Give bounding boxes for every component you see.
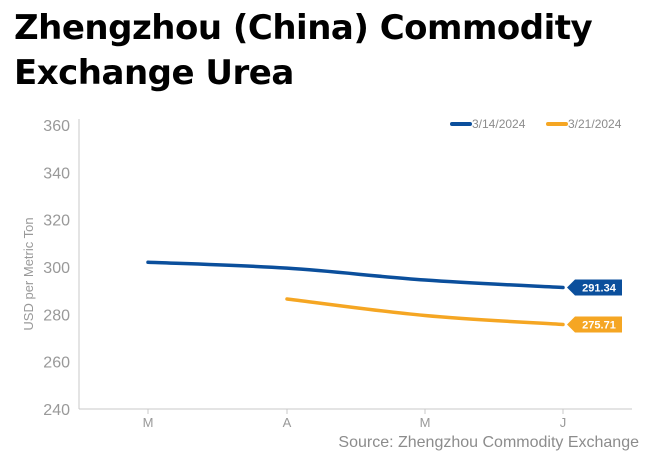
x-tick-label: J	[560, 415, 567, 430]
end-label-value: 291.34	[582, 282, 617, 294]
end-labels: 291.34 275.71	[567, 279, 622, 333]
y-tick-label: 260	[43, 355, 70, 372]
chart-title: Zhengzhou (China) Commodity Exchange Ure…	[14, 6, 654, 96]
end-label-tag	[567, 316, 622, 333]
end-label-tag	[567, 279, 622, 296]
y-axis-label: USD per Metric Ton	[21, 217, 36, 330]
x-tick-label: M	[420, 415, 431, 430]
chart-title-line-2: Exchange Urea	[14, 53, 294, 93]
y-axis: 240 260 280 300 320 340 360	[43, 118, 80, 419]
x-tick-label: M	[143, 415, 154, 430]
end-value-label: 291.34	[567, 279, 622, 296]
legend-label: 3/14/2024	[472, 117, 526, 131]
y-tick-label: 340	[43, 165, 70, 182]
y-tick-label: 360	[43, 118, 70, 135]
end-value-label: 275.71	[567, 316, 622, 333]
source-note: Source: Zhengzhou Commodity Exchange	[338, 434, 639, 451]
x-tick-label: A	[283, 415, 292, 430]
series-lines	[146, 260, 565, 327]
chart-title-line-1: Zhengzhou (China) Commodity	[14, 8, 593, 48]
series-line	[146, 260, 565, 290]
y-tick-label: 280	[43, 307, 70, 324]
legend: 3/14/2024 3/21/2024	[450, 117, 622, 131]
legend-label: 3/21/2024	[568, 117, 622, 131]
series-line	[285, 297, 565, 327]
y-tick-label: 240	[43, 402, 70, 419]
y-tick-label: 320	[43, 213, 70, 230]
y-tick-label: 300	[43, 260, 70, 277]
end-label-value: 275.71	[582, 319, 616, 331]
